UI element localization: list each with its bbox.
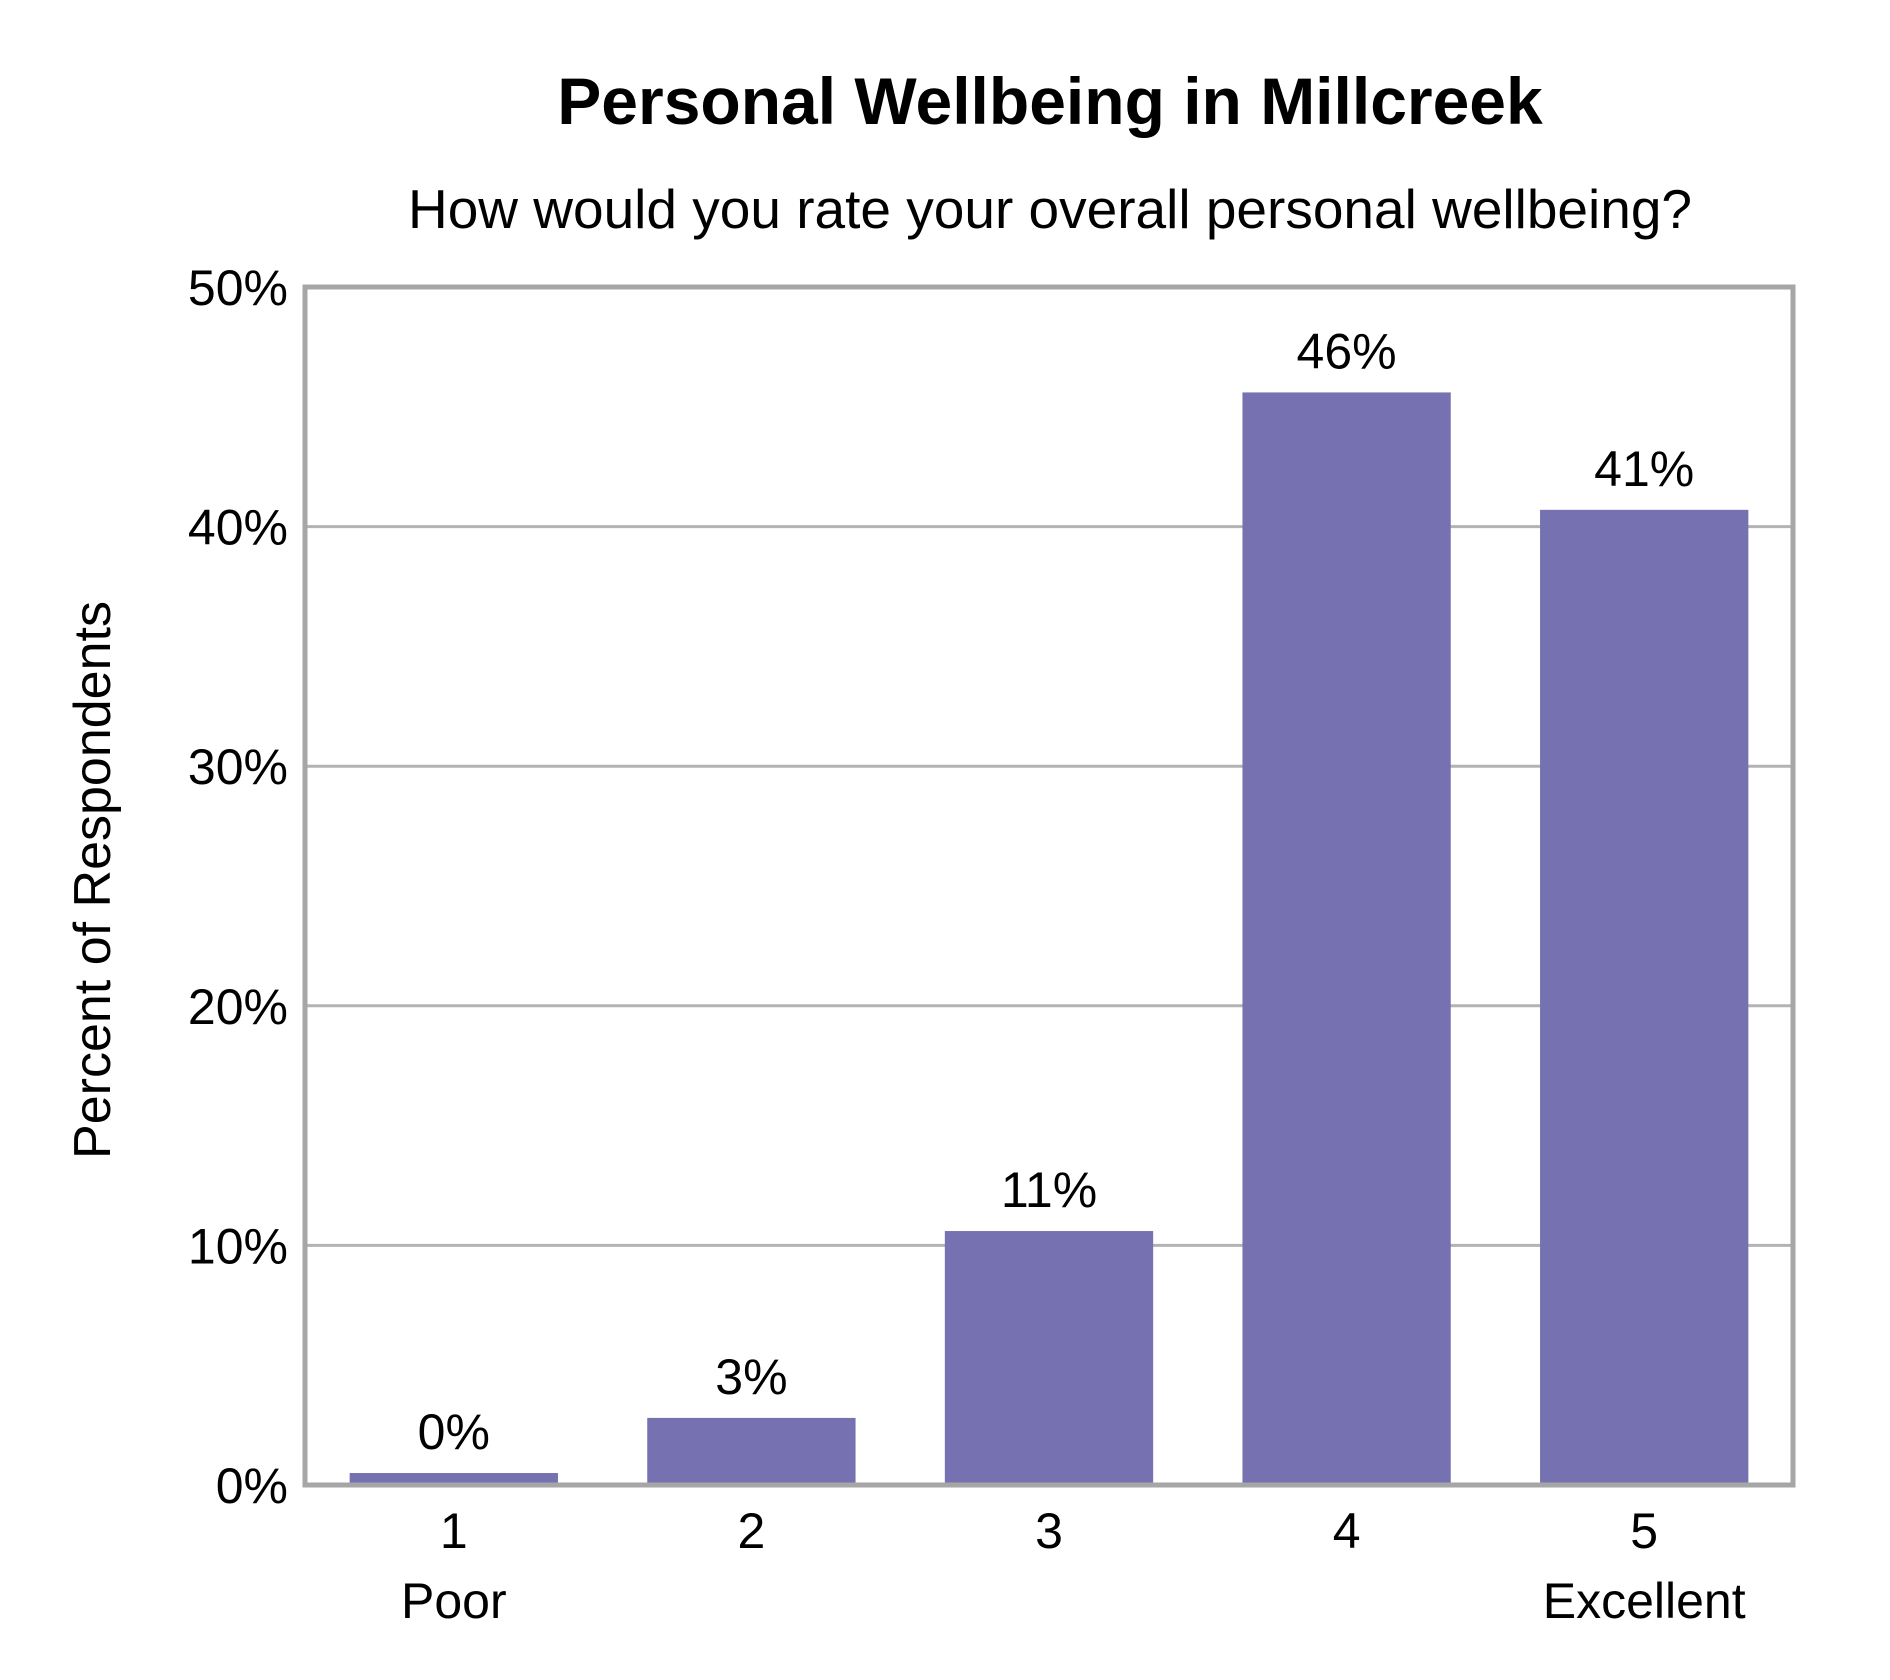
y-axis-label: Percent of Respondents xyxy=(64,601,122,1159)
x-tick-sublabel: Excellent xyxy=(1543,1573,1746,1629)
x-tick-label: 1 xyxy=(440,1503,468,1559)
bar xyxy=(944,1231,1154,1485)
x-tick-label: 3 xyxy=(1035,1503,1063,1559)
y-tick-label: 30% xyxy=(188,739,288,795)
bar xyxy=(349,1473,558,1485)
data-label: 0% xyxy=(418,1404,490,1460)
data-label: 41% xyxy=(1594,441,1694,497)
x-tick-sublabel: Poor xyxy=(401,1573,507,1629)
y-tick-label: 40% xyxy=(188,500,288,556)
bar xyxy=(1242,392,1451,1485)
bar xyxy=(1540,509,1749,1485)
x-tick-label: 2 xyxy=(737,1503,765,1559)
plot-area-frame xyxy=(302,284,1796,1488)
y-tick-label: 50% xyxy=(188,260,288,316)
y-tick-label: 0% xyxy=(216,1458,288,1514)
chart-subtitle: How would you rate your overall personal… xyxy=(408,178,1692,240)
chart-title: Personal Wellbeing in Millcreek xyxy=(557,64,1543,138)
data-label: 3% xyxy=(715,1349,787,1405)
labels: 0% 10% 20% 30% 40% 50% 0% 1 Poor 3% 2 11% 3 46% 4 41% 5 E… xyxy=(188,260,1746,1629)
x-tick-label: 5 xyxy=(1630,1503,1658,1559)
data-label: 11% xyxy=(1001,1162,1097,1218)
y-tick-label: 20% xyxy=(188,979,288,1035)
data-label: 46% xyxy=(1297,323,1397,379)
bar xyxy=(647,1417,856,1485)
x-tick-label: 4 xyxy=(1333,1503,1361,1559)
y-tick-label: 10% xyxy=(188,1218,288,1274)
bars xyxy=(349,392,1749,1485)
